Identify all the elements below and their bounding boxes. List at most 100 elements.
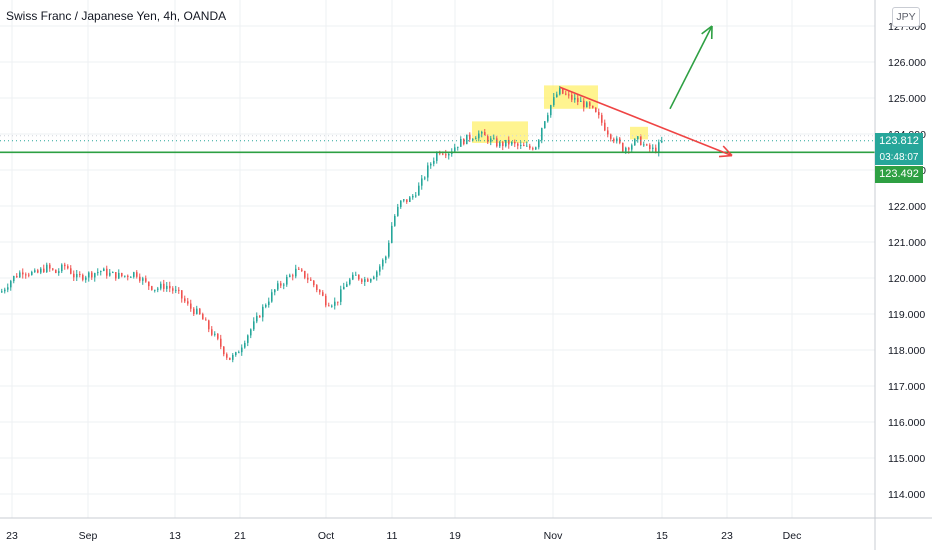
candle-body xyxy=(661,140,663,143)
candle-body xyxy=(196,308,198,314)
candle-body xyxy=(502,142,504,147)
candle-body xyxy=(211,329,213,335)
candle-body xyxy=(571,94,573,100)
candle-body xyxy=(19,272,21,278)
candle-body xyxy=(148,281,150,287)
candle-body xyxy=(382,259,384,267)
candle-body xyxy=(253,321,255,330)
candle-body xyxy=(613,138,615,142)
candle-body xyxy=(169,285,171,289)
candle-body xyxy=(58,271,60,273)
candle-body xyxy=(79,274,81,276)
candle-body xyxy=(208,320,210,330)
candle-body xyxy=(220,338,222,347)
candle-body xyxy=(100,271,102,273)
support-level-line[interactable] xyxy=(0,135,875,154)
price-axis[interactable]: 114.000 115.000 116.000 117.000 118.000 119.0… xyxy=(874,0,926,550)
candle-body xyxy=(646,144,648,146)
candle-body xyxy=(511,142,513,145)
candle-body xyxy=(166,285,168,289)
candle-body xyxy=(277,283,279,290)
candle-body xyxy=(193,308,195,314)
candle-body xyxy=(421,178,423,186)
candle-body xyxy=(268,301,270,305)
candle-body xyxy=(397,206,399,216)
last-price-tag: 123.812 xyxy=(875,133,923,150)
candle-body xyxy=(442,153,444,155)
candle-body xyxy=(490,138,492,142)
bar-countdown-tag: 03:48:07 xyxy=(875,150,923,165)
time-axis[interactable]: 23 Sep 13 21 Oct 11 19 Nov 15 23 Dec xyxy=(0,517,932,542)
candle-body xyxy=(13,276,15,282)
x-tick-label: 11 xyxy=(387,530,398,542)
candle-body xyxy=(103,268,105,272)
candle-body xyxy=(385,256,387,260)
candle-body xyxy=(274,289,276,293)
candle-body xyxy=(403,199,405,201)
candle-body xyxy=(187,301,189,304)
candle-body xyxy=(352,274,354,280)
candle-body xyxy=(229,357,231,360)
candle-body xyxy=(607,130,609,135)
arrow-shaft xyxy=(559,86,733,157)
y-tick-label: 122.000 xyxy=(888,201,926,213)
candle-body xyxy=(214,333,216,335)
candle-body xyxy=(130,276,132,278)
y-tick-label: 116.000 xyxy=(888,417,925,429)
candle-body xyxy=(631,145,633,150)
candle-body xyxy=(520,144,522,146)
candle-body xyxy=(529,145,531,149)
candle-body xyxy=(580,100,582,102)
candle-body xyxy=(457,146,459,148)
candle-body xyxy=(472,139,474,141)
candle-body xyxy=(349,279,351,285)
candle-body xyxy=(292,275,294,277)
candle-body xyxy=(73,273,75,278)
candle-body xyxy=(109,272,111,276)
candle-body xyxy=(445,154,447,156)
candle-body xyxy=(625,147,627,152)
candle-body xyxy=(289,275,291,277)
currency-button[interactable]: JPY xyxy=(892,7,920,27)
candle-body xyxy=(412,195,414,198)
candle-body xyxy=(256,315,258,322)
candle-body xyxy=(235,352,237,356)
arrow-head xyxy=(701,25,713,35)
candle-body xyxy=(301,269,303,271)
projection-arrows[interactable] xyxy=(559,25,733,158)
symbol-title: Swiss Franc / Japanese Yen, 4h, OANDA xyxy=(6,9,227,23)
candle-body xyxy=(649,145,651,149)
candle-body xyxy=(547,115,549,122)
highlight-zone xyxy=(630,126,648,140)
candle-body xyxy=(604,122,606,131)
candle-body xyxy=(118,272,120,279)
candle-body xyxy=(307,277,309,280)
highlight-zone xyxy=(472,121,528,143)
candle-body xyxy=(514,142,516,144)
candle-body xyxy=(574,97,576,100)
candle-body xyxy=(376,271,378,278)
candle-body xyxy=(184,298,186,302)
candle-body xyxy=(484,132,486,136)
candle-body xyxy=(310,279,312,281)
x-tick-label: Dec xyxy=(783,530,802,542)
candle-body xyxy=(322,292,324,296)
candle-body xyxy=(454,147,456,152)
candle-body xyxy=(565,93,567,95)
candle-body xyxy=(550,105,552,116)
candle-body xyxy=(226,354,228,358)
candle-body xyxy=(22,272,24,275)
candle-body xyxy=(61,264,63,272)
candle-body xyxy=(400,200,402,207)
candle-body xyxy=(34,270,36,272)
candle-body xyxy=(160,283,162,289)
candle-body xyxy=(619,138,621,143)
candle-body xyxy=(508,139,510,145)
candle-body xyxy=(205,319,207,321)
y-tick-label: 114.000 xyxy=(888,489,925,501)
candle-body xyxy=(172,288,174,291)
candle-body xyxy=(544,121,546,129)
candle-body xyxy=(286,276,288,285)
candle-body xyxy=(151,286,153,290)
